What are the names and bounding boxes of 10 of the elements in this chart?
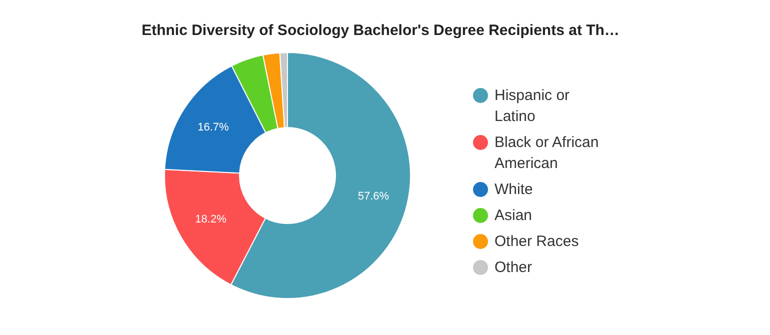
data-label: 57.6% [358,190,390,202]
data-label: 18.2% [195,214,227,226]
data-label: 16.7% [198,121,230,134]
legend-label: White [494,181,533,198]
legend-label: Black or African American [494,134,599,172]
legend-label: Hispanic or Latino [494,87,570,125]
legend-label: Other Races [494,233,579,250]
chart-title: Ethnic Diversity of Sociology Bachelor's Degree Recipients at Th… [142,22,620,39]
legend-label: Asian [494,207,532,224]
legend-label: Other [494,259,532,276]
